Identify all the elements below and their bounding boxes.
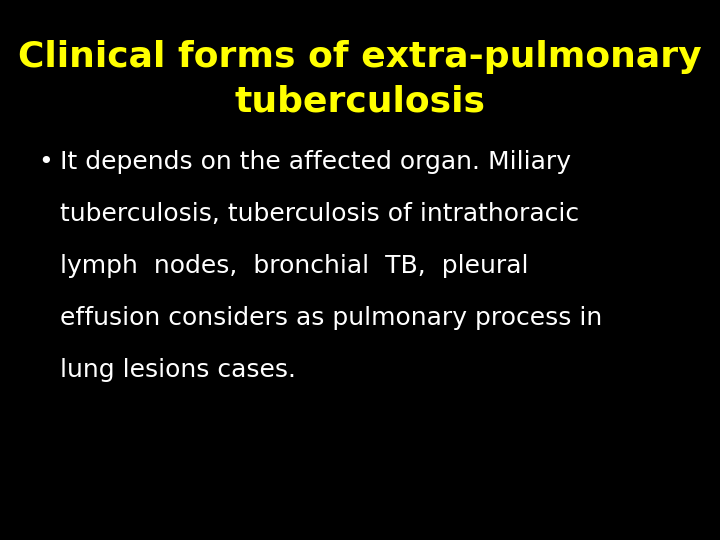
Text: Clinical forms of extra-pulmonary: Clinical forms of extra-pulmonary	[18, 40, 702, 74]
Text: tuberculosis, tuberculosis of intrathoracic: tuberculosis, tuberculosis of intrathora…	[60, 202, 579, 226]
Text: •: •	[38, 150, 53, 174]
Text: It depends on the affected organ. Miliary: It depends on the affected organ. Miliar…	[60, 150, 571, 174]
Text: lymph  nodes,  bronchial  TB,  pleural: lymph nodes, bronchial TB, pleural	[60, 254, 528, 278]
Text: lung lesions cases.: lung lesions cases.	[60, 358, 296, 382]
Text: tuberculosis: tuberculosis	[235, 85, 485, 119]
Text: effusion considers as pulmonary process in: effusion considers as pulmonary process …	[60, 306, 602, 330]
